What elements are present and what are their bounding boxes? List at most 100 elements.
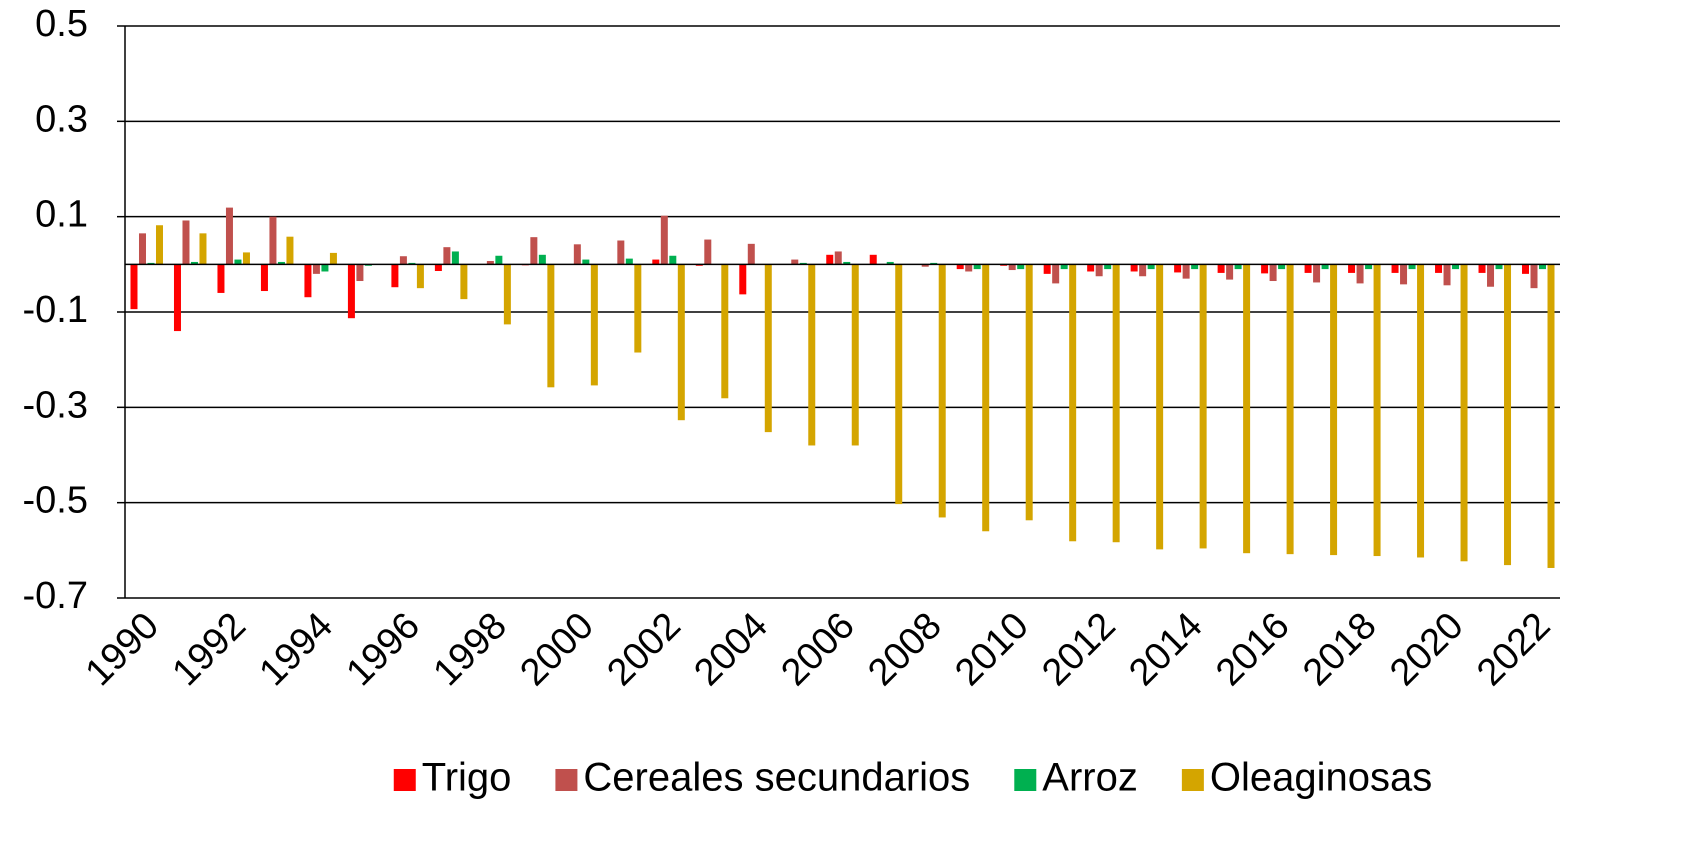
bar [329, 252, 337, 265]
bar [321, 264, 329, 272]
bar [486, 260, 494, 265]
bar [182, 220, 190, 265]
bar [764, 264, 772, 433]
bar [886, 261, 894, 265]
bar [138, 233, 146, 265]
y-tick-label: 0.5 [35, 3, 88, 45]
bar [1234, 264, 1242, 270]
bar [1043, 264, 1051, 274]
x-tick-label: 2004 [686, 605, 775, 694]
x-tick-label: 2012 [1034, 605, 1123, 694]
bar [1087, 264, 1095, 272]
bar [956, 264, 964, 270]
bar [1269, 264, 1277, 282]
legend-label: Arroz [1042, 756, 1138, 800]
bar [1226, 264, 1234, 280]
bar [1487, 264, 1495, 287]
x-tick-label: 2020 [1382, 605, 1471, 694]
bar [660, 215, 668, 265]
bar [582, 259, 590, 265]
bar [1147, 264, 1155, 270]
bar [843, 261, 851, 265]
y-tick-label: -0.7 [23, 575, 88, 617]
y-tick-label: -0.3 [23, 384, 88, 426]
bar [1365, 264, 1373, 270]
bar [538, 254, 546, 265]
bar [851, 264, 859, 446]
bar [1304, 264, 1312, 273]
bar [416, 264, 424, 289]
bar [1191, 264, 1199, 270]
bar [573, 244, 581, 265]
bar [617, 240, 625, 265]
bar [495, 255, 503, 265]
bar [1478, 264, 1486, 273]
bar [1391, 264, 1399, 273]
bar [1052, 264, 1060, 284]
bar [1417, 264, 1425, 558]
bar [1156, 264, 1164, 550]
bar [869, 254, 877, 265]
bar [1435, 264, 1443, 273]
bar [1452, 264, 1460, 270]
bar [217, 264, 225, 293]
bar [356, 264, 364, 282]
bar [1504, 264, 1512, 566]
bar [1356, 264, 1364, 284]
bar [1017, 264, 1025, 270]
bar [1443, 264, 1451, 286]
bar [443, 247, 451, 265]
y-tick-label: -0.5 [23, 480, 88, 522]
bar [225, 207, 233, 265]
bar [242, 252, 250, 265]
bar [808, 264, 816, 446]
bar [1547, 264, 1555, 568]
bar [1182, 264, 1190, 279]
legend-swatch [1014, 769, 1037, 791]
bar [1313, 264, 1321, 283]
bar [634, 264, 642, 353]
y-tick-label: 0.1 [35, 194, 88, 236]
x-tick-label: 1992 [165, 605, 254, 694]
bar [895, 264, 903, 505]
bar [1104, 264, 1112, 270]
bar [1069, 264, 1077, 542]
bar [304, 264, 312, 298]
x-tick-label: 2010 [947, 605, 1036, 694]
bar [155, 225, 163, 265]
bar [938, 264, 946, 518]
bar [982, 264, 990, 532]
bar [747, 243, 755, 265]
bar [973, 264, 981, 270]
x-tick-label: 2022 [1469, 605, 1558, 694]
x-tick-label: 2000 [512, 605, 601, 694]
x-tick-label: 2014 [1121, 605, 1210, 694]
bar [434, 264, 442, 272]
legend-swatch [1181, 769, 1204, 791]
bar [791, 259, 799, 265]
x-tick-label: 1994 [252, 605, 341, 694]
bar [1278, 264, 1286, 270]
bar [1060, 264, 1068, 270]
x-tick-label: 1998 [426, 605, 515, 694]
x-tick-label: 2008 [860, 605, 949, 694]
bar [1348, 264, 1356, 273]
bar [652, 259, 660, 265]
bar [1495, 264, 1503, 270]
legend-label: Cereales secundarios [583, 756, 970, 800]
bar [625, 258, 633, 265]
bar [1008, 264, 1016, 271]
bar [1460, 264, 1468, 562]
x-tick-label: 2006 [773, 605, 862, 694]
bar [460, 264, 468, 300]
bar [1112, 264, 1120, 543]
bar [965, 264, 973, 272]
bar [1373, 264, 1381, 557]
bar [1095, 264, 1103, 277]
x-tick-label: 2018 [1295, 605, 1384, 694]
bar [1400, 264, 1408, 285]
bar [1321, 264, 1329, 270]
legend-swatch [393, 769, 416, 791]
bar [1530, 264, 1538, 289]
